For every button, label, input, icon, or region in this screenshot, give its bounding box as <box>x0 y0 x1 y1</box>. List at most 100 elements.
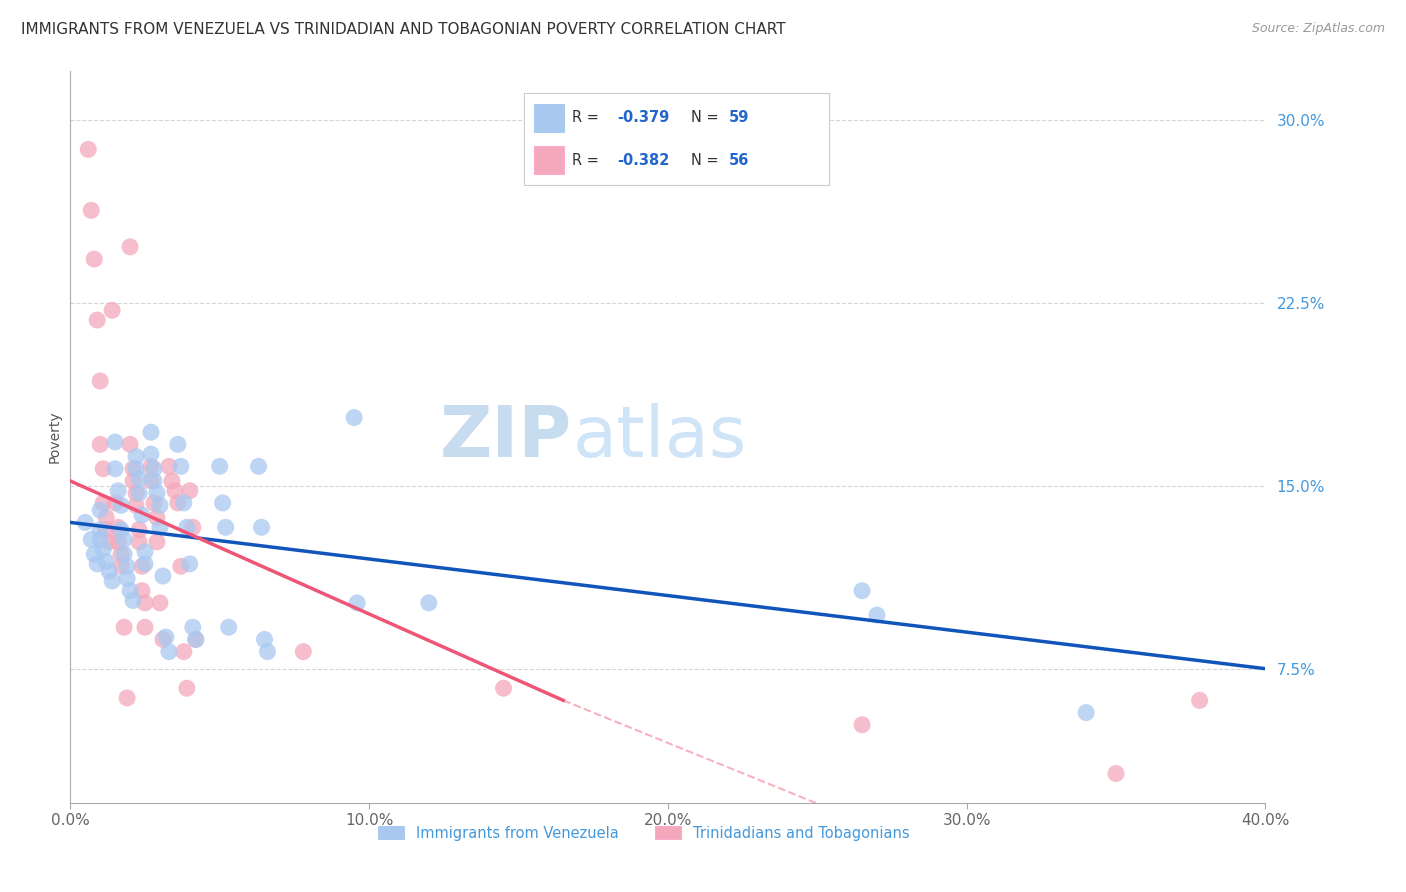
Point <box>134 557 156 571</box>
Point <box>292 645 315 659</box>
Point <box>143 462 166 476</box>
Point <box>91 462 114 476</box>
Point <box>184 632 207 647</box>
Point <box>418 596 440 610</box>
Point <box>91 542 114 557</box>
Point <box>125 486 148 500</box>
Point <box>152 569 174 583</box>
Point <box>122 593 145 607</box>
Point <box>181 620 204 634</box>
Point <box>98 564 121 578</box>
Point <box>1076 706 1098 720</box>
Point <box>866 608 889 623</box>
Point <box>149 596 172 610</box>
Point <box>250 520 273 534</box>
Point <box>134 544 156 558</box>
Point <box>851 583 873 598</box>
Point <box>107 483 129 498</box>
Point <box>120 437 141 451</box>
Point <box>98 535 121 549</box>
Point <box>115 559 138 574</box>
Point <box>125 499 148 513</box>
Point <box>149 520 172 534</box>
Point <box>176 520 198 534</box>
Point <box>214 520 236 534</box>
Point <box>134 596 156 610</box>
Point <box>120 240 141 254</box>
Point <box>104 462 127 476</box>
Point <box>110 499 132 513</box>
Point <box>247 459 270 474</box>
Point <box>122 462 145 476</box>
Point <box>96 523 118 537</box>
Point <box>128 535 150 549</box>
Point <box>346 596 368 610</box>
Point <box>131 559 153 574</box>
Point <box>176 681 198 696</box>
Point <box>253 632 276 647</box>
Point <box>107 535 129 549</box>
Point <box>89 437 111 451</box>
Point <box>851 718 873 732</box>
Point <box>75 516 97 530</box>
Point <box>86 313 108 327</box>
Point <box>101 574 124 588</box>
Y-axis label: Poverty: Poverty <box>48 411 62 463</box>
Point <box>170 559 193 574</box>
Point <box>107 520 129 534</box>
Point <box>179 557 201 571</box>
Point <box>166 437 188 451</box>
Point <box>89 533 111 547</box>
Point <box>104 496 127 510</box>
Point <box>110 523 132 537</box>
Point <box>343 410 366 425</box>
Point <box>89 523 111 537</box>
Point <box>125 462 148 476</box>
Point <box>1188 693 1211 707</box>
Point <box>181 520 204 534</box>
Point <box>128 486 150 500</box>
Point <box>184 632 207 647</box>
Point <box>146 510 169 524</box>
Point <box>155 630 177 644</box>
Point <box>492 681 515 696</box>
Point <box>256 645 278 659</box>
Point <box>86 557 108 571</box>
Legend: Immigrants from Venezuela, Trinidadians and Tobagonians: Immigrants from Venezuela, Trinidadians … <box>373 820 915 847</box>
Point <box>173 496 195 510</box>
Point <box>122 474 145 488</box>
Point <box>131 583 153 598</box>
Point <box>96 510 118 524</box>
Point <box>125 450 148 464</box>
Point <box>83 252 105 266</box>
Point <box>80 203 103 218</box>
Point <box>115 690 138 705</box>
Point <box>157 459 180 474</box>
Point <box>157 645 180 659</box>
Point <box>96 554 118 568</box>
Point <box>149 499 172 513</box>
Text: atlas: atlas <box>572 402 747 472</box>
Point <box>163 483 186 498</box>
Point <box>89 503 111 517</box>
Point <box>139 474 162 488</box>
Point <box>120 583 141 598</box>
Point <box>110 559 132 574</box>
Point <box>110 547 132 561</box>
Point <box>77 142 100 156</box>
Point <box>160 474 183 488</box>
Point <box>218 620 240 634</box>
Point <box>112 547 135 561</box>
Point <box>83 547 105 561</box>
Point <box>152 632 174 647</box>
Point <box>91 496 114 510</box>
Point <box>139 459 162 474</box>
Point <box>139 425 162 440</box>
Point <box>112 620 135 634</box>
Point <box>131 508 153 522</box>
Point <box>166 496 188 510</box>
Point <box>211 496 233 510</box>
Point <box>128 471 150 485</box>
Text: Source: ZipAtlas.com: Source: ZipAtlas.com <box>1251 22 1385 36</box>
Point <box>89 374 111 388</box>
